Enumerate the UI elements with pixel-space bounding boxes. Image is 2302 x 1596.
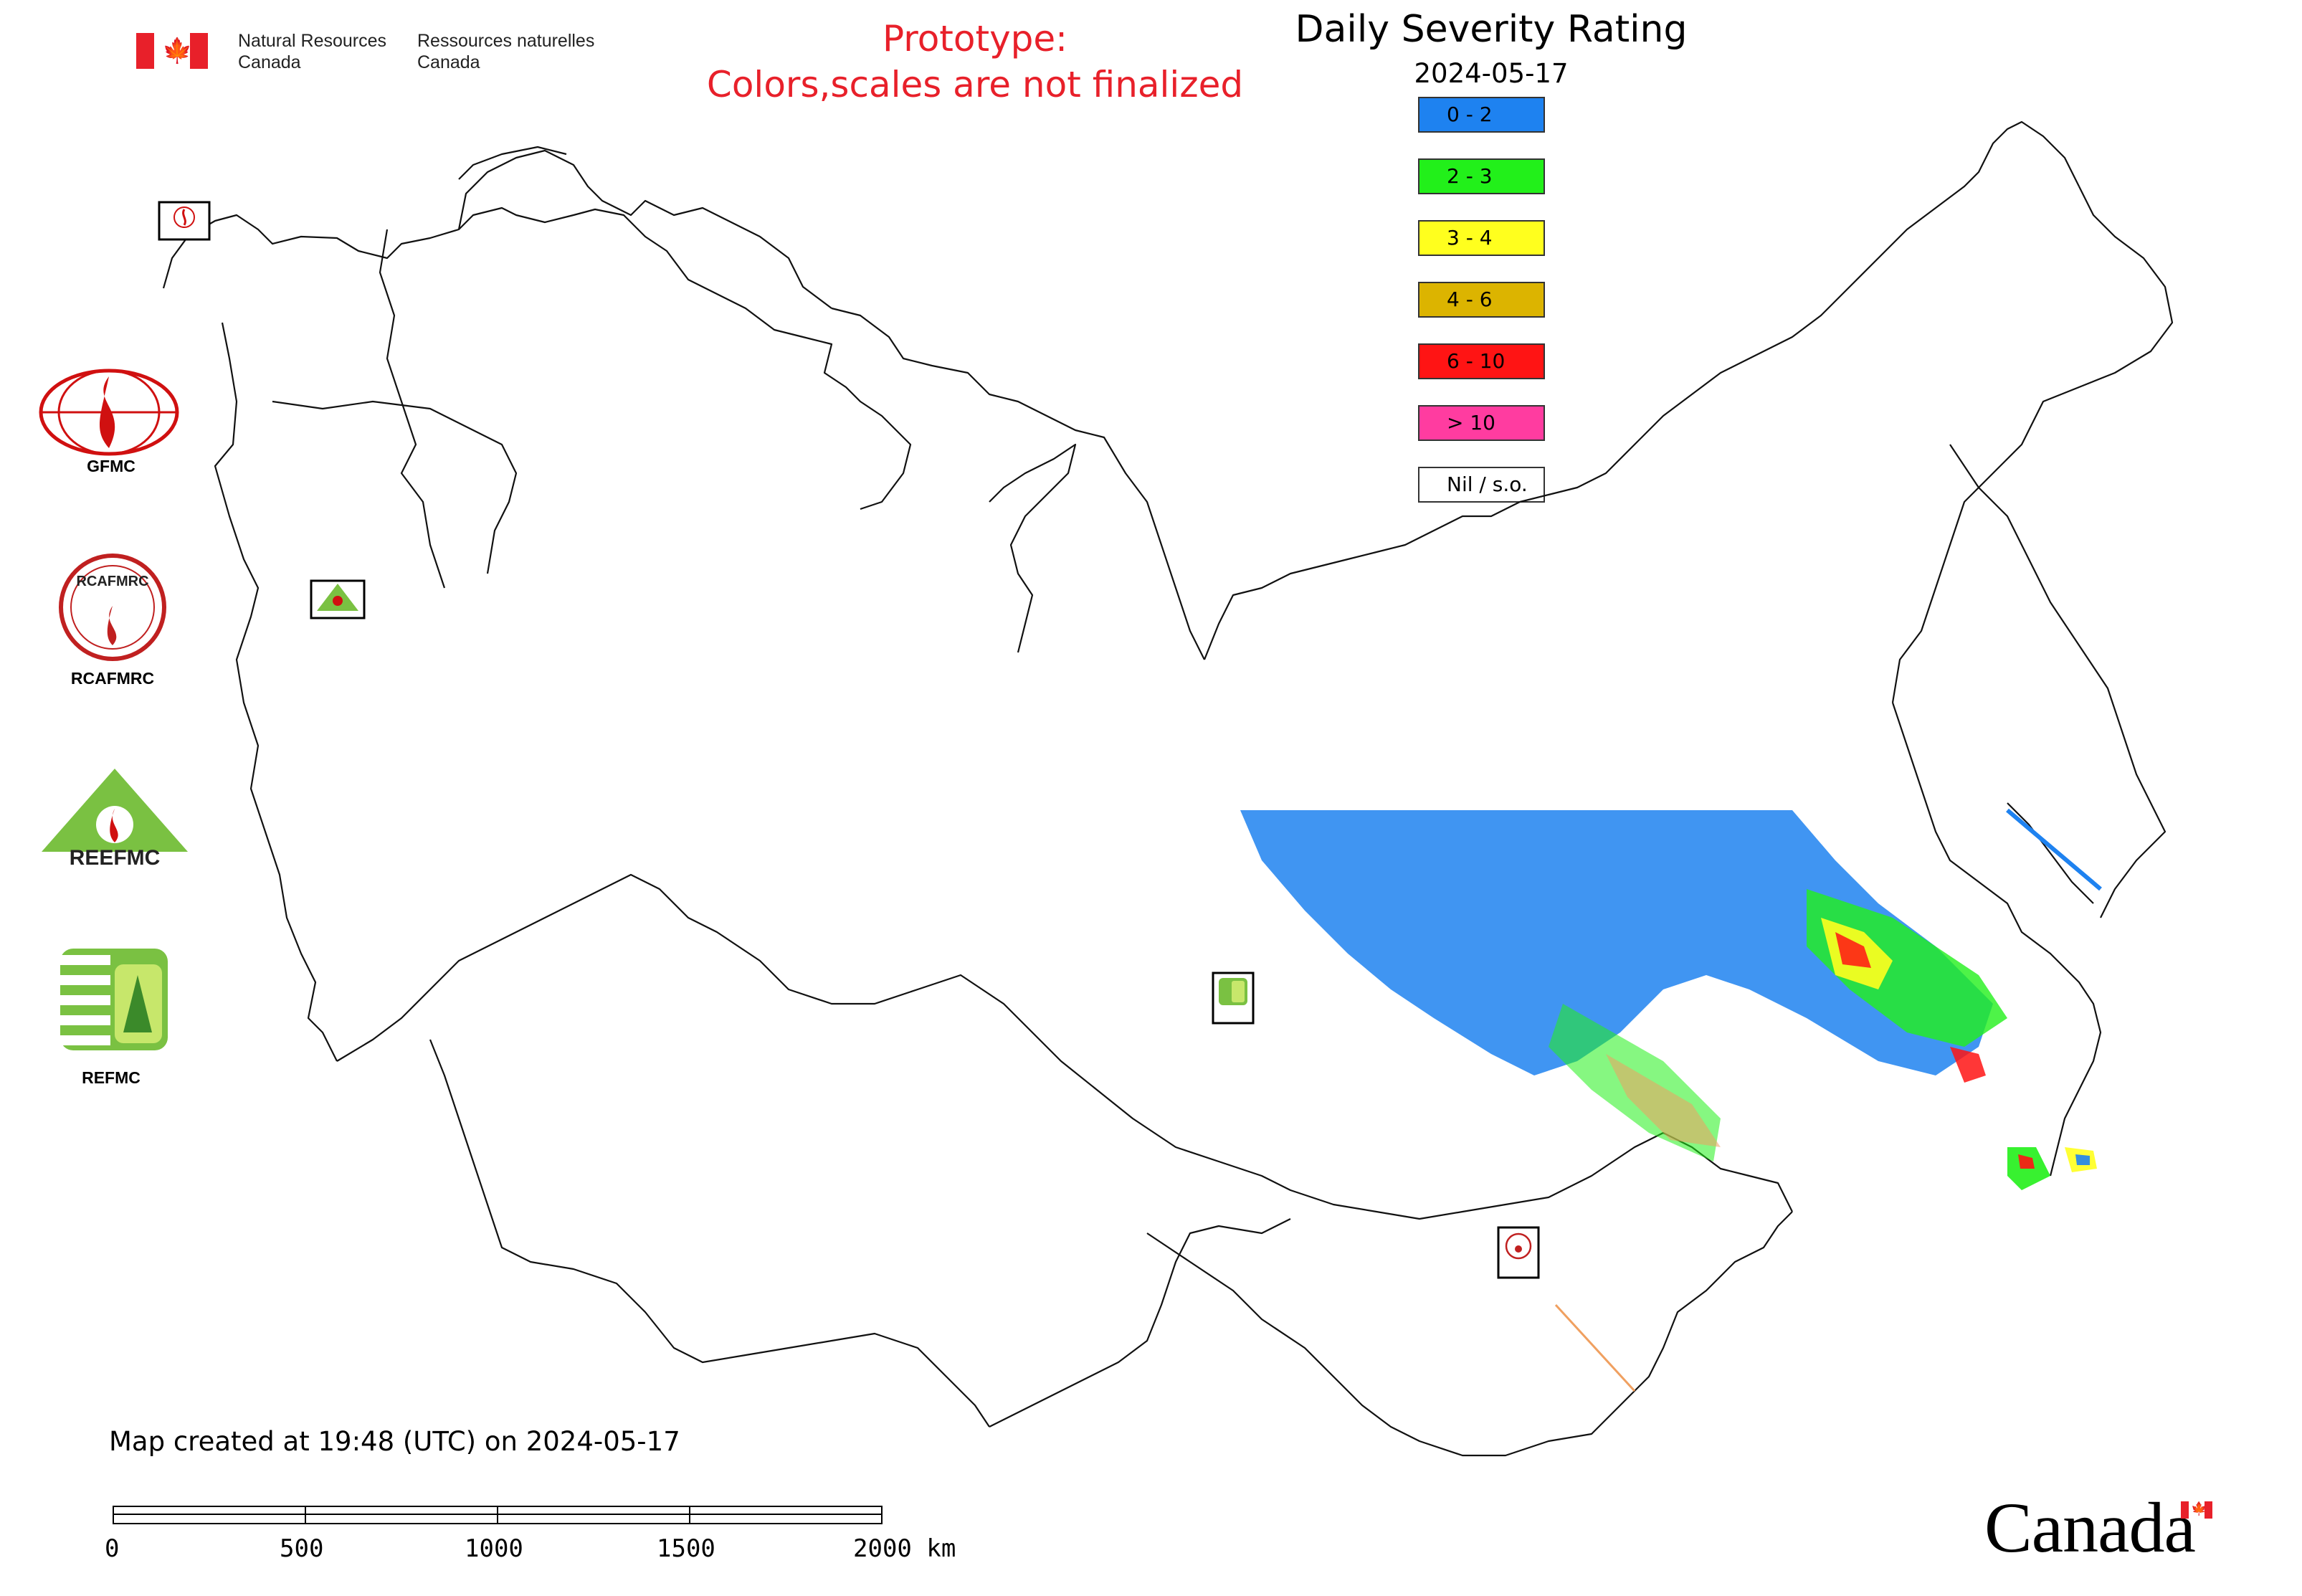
legend-item: > 10 xyxy=(1418,405,1545,441)
scale-bar xyxy=(113,1506,883,1526)
legend-item: 6 - 10 xyxy=(1418,343,1545,379)
canada-flag-icon: 🍁 xyxy=(136,33,208,69)
legend-title: Daily Severity Rating xyxy=(1295,8,1688,51)
canada-wordmark: Canada xyxy=(1984,1488,2196,1567)
scale-label-0: 0 xyxy=(105,1534,120,1563)
rcafmrc-label: RCAFMRC xyxy=(70,669,155,688)
nrcan-signature: 🍁 Natural Resources Canada Ressources na… xyxy=(136,30,652,73)
dept-name-en: Natural Resources Canada xyxy=(238,31,387,72)
dept-name-fr: Ressources naturelles Canada xyxy=(417,31,595,72)
scale-label-1000: 1000 xyxy=(465,1534,523,1563)
svg-text:REEFMC: REEFMC xyxy=(70,846,161,870)
svg-text:RCAFMRC: RCAFMRC xyxy=(76,574,148,589)
prototype-notice: Prototype: Colors,scales are not finaliz… xyxy=(706,18,1244,105)
reefmc-marker-icon xyxy=(310,579,366,619)
gfmc-label: GFMC xyxy=(87,457,135,475)
map-created-timestamp: Map created at 19:48 (UTC) on 2024-05-17 xyxy=(109,1426,680,1457)
legend-item: 4 - 6 xyxy=(1418,282,1545,318)
scale-label-500: 500 xyxy=(280,1534,324,1563)
legend-item: 0 - 2 xyxy=(1418,97,1545,133)
refmc-marker-icon xyxy=(1212,972,1255,1025)
legend-item: Nil / s.o. xyxy=(1418,467,1545,503)
legend-item: 3 - 4 xyxy=(1418,220,1545,256)
gfmc-logo-icon xyxy=(39,369,179,456)
rcafmrc-marker-icon xyxy=(1497,1226,1540,1279)
severity-raster xyxy=(1240,808,2102,1392)
rcafmrc-logo-icon: RCAFMRC xyxy=(59,554,166,661)
country-borders xyxy=(162,120,2174,1457)
legend-date: 2024-05-17 xyxy=(1414,58,1569,89)
gfmc-marker-icon xyxy=(158,201,211,241)
refmc-logo-icon xyxy=(60,949,168,1050)
scale-label-1500: 1500 xyxy=(657,1534,715,1563)
refmc-label: REFMC xyxy=(82,1068,141,1087)
scale-label-2000: 2000 km xyxy=(853,1534,956,1563)
legend-item: 2 - 3 xyxy=(1418,158,1545,194)
reefmc-logo-icon: REEFMC xyxy=(42,769,188,870)
wordmark-flag-icon: 🍁 xyxy=(2181,1501,2212,1519)
